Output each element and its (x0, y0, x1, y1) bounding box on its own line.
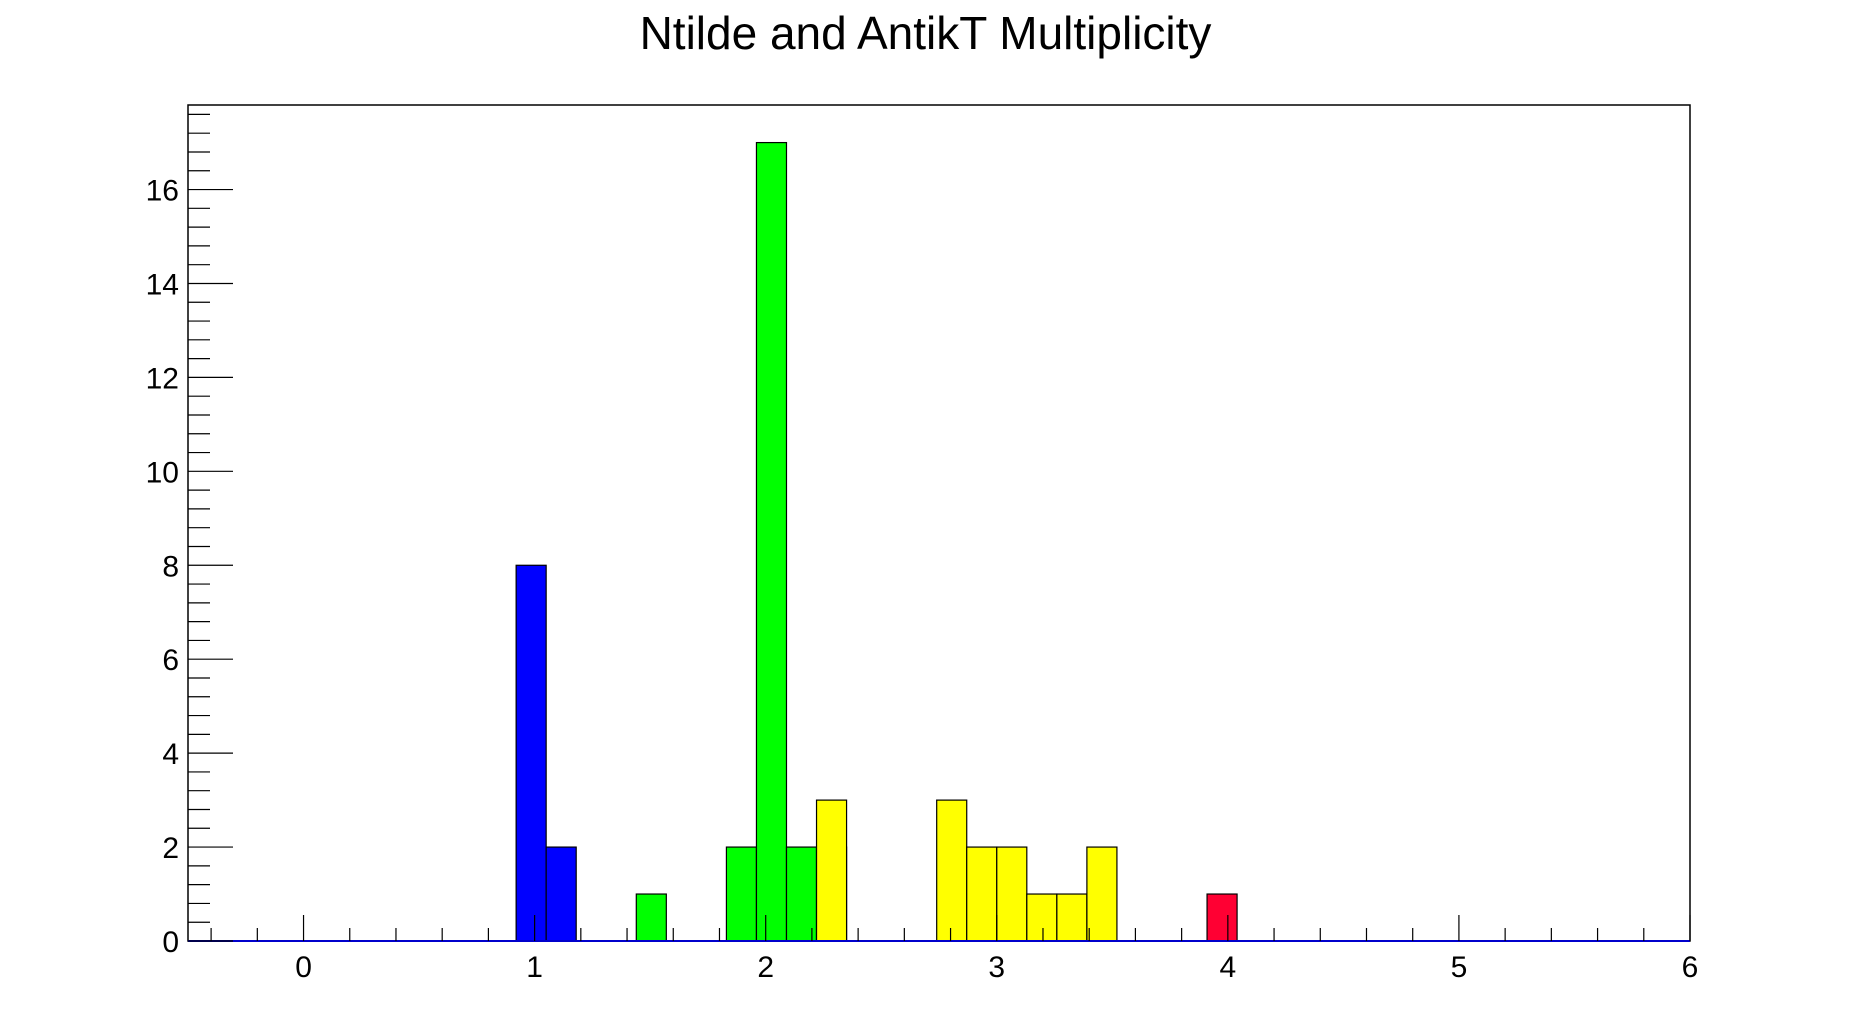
y-tick-label: 14 (146, 268, 179, 301)
histogram-bar (725, 846, 758, 942)
x-tick-label: 4 (1220, 951, 1237, 984)
histogram-bar (1026, 893, 1058, 942)
y-tick-label: 10 (146, 456, 179, 489)
histogram-bar (785, 846, 818, 942)
x-tick-label: 0 (295, 951, 312, 984)
y-tick-label: 16 (146, 175, 179, 208)
chart-title: Ntilde and AntikT Multiplicity (639, 7, 1212, 59)
histogram-bar (815, 799, 848, 942)
histogram-bar (635, 893, 667, 942)
x-tick-label: 6 (1682, 951, 1699, 984)
histogram-bar (1056, 893, 1088, 942)
x-tick-label: 2 (757, 951, 774, 984)
x-tick-label: 3 (988, 951, 1005, 984)
histogram-bar (966, 846, 998, 942)
y-tick-label: 2 (162, 832, 179, 865)
y-tick-label: 4 (162, 738, 179, 771)
histogram-bar (515, 564, 547, 942)
y-tick-label: 12 (146, 362, 179, 395)
y-tick-label: 0 (162, 926, 179, 959)
histogram-bar (755, 141, 788, 942)
histogram-bar (1086, 846, 1118, 942)
histogram-bar (936, 799, 968, 942)
histogram-bar (545, 846, 577, 942)
histogram-bar (1206, 893, 1238, 942)
y-tick-label: 6 (162, 644, 179, 677)
x-tick-label: 5 (1451, 951, 1468, 984)
bars-layer (515, 141, 1238, 942)
y-tick-label: 8 (162, 550, 179, 583)
histogram-bar (996, 846, 1028, 942)
x-tick-label: 1 (526, 951, 543, 984)
